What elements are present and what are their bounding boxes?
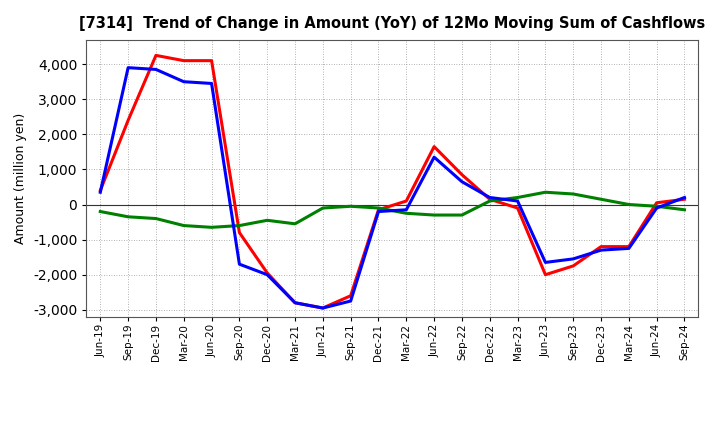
Operating Cashflow xyxy=(96,188,104,193)
Free Cashflow xyxy=(346,298,355,304)
Investing Cashflow xyxy=(458,213,467,218)
Investing Cashflow xyxy=(124,214,132,220)
Investing Cashflow xyxy=(96,209,104,214)
Free Cashflow xyxy=(430,154,438,160)
Line: Operating Cashflow: Operating Cashflow xyxy=(100,55,685,308)
Free Cashflow xyxy=(402,207,410,213)
Operating Cashflow xyxy=(485,197,494,202)
Investing Cashflow xyxy=(235,223,243,228)
Free Cashflow xyxy=(597,247,606,253)
Operating Cashflow xyxy=(569,263,577,268)
Operating Cashflow xyxy=(402,198,410,204)
Operating Cashflow xyxy=(597,244,606,249)
Operating Cashflow xyxy=(207,58,216,63)
Investing Cashflow xyxy=(680,207,689,213)
Free Cashflow xyxy=(96,190,104,195)
Free Cashflow xyxy=(624,246,633,251)
Free Cashflow xyxy=(374,209,383,214)
Operating Cashflow xyxy=(430,144,438,149)
Investing Cashflow xyxy=(541,190,550,195)
Title: [7314]  Trend of Change in Amount (YoY) of 12Mo Moving Sum of Cashflows: [7314] Trend of Change in Amount (YoY) o… xyxy=(79,16,706,32)
Line: Free Cashflow: Free Cashflow xyxy=(100,68,685,308)
Investing Cashflow xyxy=(291,221,300,227)
Line: Investing Cashflow: Investing Cashflow xyxy=(100,192,685,227)
Operating Cashflow xyxy=(513,205,522,211)
Free Cashflow xyxy=(263,272,271,277)
Investing Cashflow xyxy=(263,218,271,223)
Free Cashflow xyxy=(569,256,577,261)
Investing Cashflow xyxy=(569,191,577,197)
Operating Cashflow xyxy=(541,272,550,277)
Free Cashflow xyxy=(680,195,689,200)
Free Cashflow xyxy=(652,205,661,211)
Investing Cashflow xyxy=(430,213,438,218)
Investing Cashflow xyxy=(597,197,606,202)
Free Cashflow xyxy=(291,300,300,305)
Investing Cashflow xyxy=(152,216,161,221)
Operating Cashflow xyxy=(680,197,689,202)
Free Cashflow xyxy=(513,198,522,204)
Free Cashflow xyxy=(318,305,327,311)
Operating Cashflow xyxy=(318,305,327,311)
Operating Cashflow xyxy=(652,200,661,205)
Operating Cashflow xyxy=(291,300,300,305)
Investing Cashflow xyxy=(374,205,383,211)
Free Cashflow xyxy=(235,261,243,267)
Free Cashflow xyxy=(179,79,188,84)
Investing Cashflow xyxy=(513,195,522,200)
Operating Cashflow xyxy=(374,207,383,213)
Investing Cashflow xyxy=(402,211,410,216)
Investing Cashflow xyxy=(207,225,216,230)
Operating Cashflow xyxy=(152,53,161,58)
Investing Cashflow xyxy=(346,204,355,209)
Investing Cashflow xyxy=(318,205,327,211)
Free Cashflow xyxy=(152,67,161,72)
Free Cashflow xyxy=(207,81,216,86)
Investing Cashflow xyxy=(652,204,661,209)
Operating Cashflow xyxy=(235,230,243,235)
Y-axis label: Amount (million yen): Amount (million yen) xyxy=(14,113,27,244)
Operating Cashflow xyxy=(624,244,633,249)
Free Cashflow xyxy=(541,260,550,265)
Free Cashflow xyxy=(458,179,467,184)
Free Cashflow xyxy=(485,195,494,200)
Investing Cashflow xyxy=(624,202,633,207)
Operating Cashflow xyxy=(458,172,467,177)
Operating Cashflow xyxy=(124,117,132,123)
Free Cashflow xyxy=(124,65,132,70)
Operating Cashflow xyxy=(346,293,355,298)
Investing Cashflow xyxy=(179,223,188,228)
Operating Cashflow xyxy=(263,270,271,275)
Operating Cashflow xyxy=(179,58,188,63)
Investing Cashflow xyxy=(485,198,494,204)
